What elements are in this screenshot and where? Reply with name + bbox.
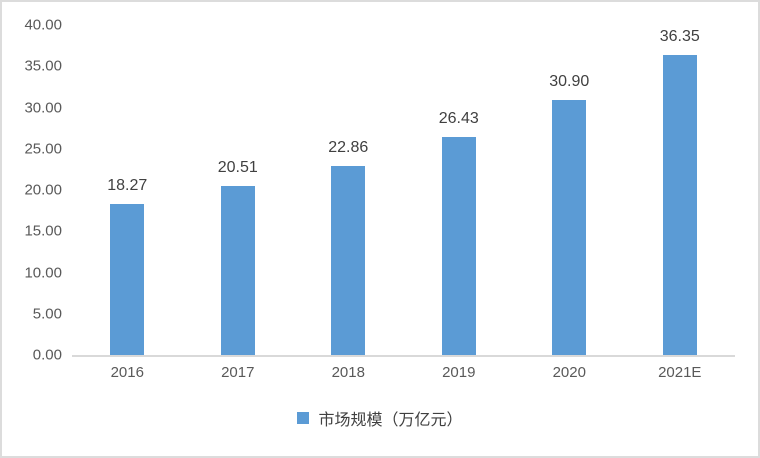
legend-label: 市场规模（万亿元） — [318, 412, 463, 429]
y-axis-tick-label: 40.00 — [24, 16, 62, 34]
x-axis-tick-label: 2018 — [331, 364, 365, 381]
bar-slot: 36.35 — [625, 25, 736, 355]
bar-value-label: 18.27 — [107, 177, 148, 195]
bar-value-label: 22.86 — [328, 139, 369, 157]
x-axis-tick-label: 2017 — [221, 364, 255, 381]
bar: 30.90 — [549, 73, 589, 355]
bar-slot: 20.51 — [183, 25, 294, 355]
bar-value-label: 26.43 — [438, 109, 479, 127]
bar: 36.35 — [660, 28, 700, 355]
bar: 20.51 — [218, 159, 258, 355]
bar: 22.86 — [328, 139, 368, 355]
y-axis-tick-label: 25.00 — [24, 140, 62, 158]
x-axis-tick-label: 2016 — [110, 364, 144, 381]
y-axis-tick-label: 5.00 — [32, 305, 62, 323]
bar-slot: 26.43 — [404, 25, 515, 355]
y-axis-tick-label: 30.00 — [24, 99, 62, 116]
y-axis: 40.00 35.00 30.00 25.00 20.00 15.00 10.00 5.00 0… — [2, 18, 62, 363]
y-axis-tick-label: 0.00 — [32, 346, 62, 364]
bar-slot: 22.86 — [293, 25, 404, 355]
x-axis-tick-label: 2021E — [658, 364, 702, 381]
bar-slot: 30.90 — [514, 25, 625, 355]
bar-value-label: 30.90 — [549, 73, 590, 91]
bar-value-label: 36.35 — [659, 28, 700, 46]
y-axis-tick-label: 20.00 — [24, 181, 62, 199]
x-axis-tick-label: 2020 — [552, 364, 586, 381]
x-axis-tick-label: 2019 — [442, 364, 476, 381]
bar-value-label: 20.51 — [217, 158, 258, 176]
legend: 市场规模（万亿元） — [2, 406, 758, 430]
legend-marker-icon — [297, 412, 310, 424]
y-axis-tick-label: 35.00 — [24, 57, 62, 75]
bar: 18.27 — [107, 177, 147, 355]
x-axis: 2016 2017 2018 2019 2020 2021E — [72, 364, 735, 381]
plot-area: 18.27 20.51 22.86 26.43 30.90 36.35 — [72, 25, 735, 357]
bar-slot: 18.27 — [72, 25, 183, 355]
bar: 26.43 — [439, 110, 479, 355]
y-axis-tick-label: 15.00 — [24, 222, 62, 240]
y-axis-tick-label: 10.00 — [24, 264, 62, 281]
